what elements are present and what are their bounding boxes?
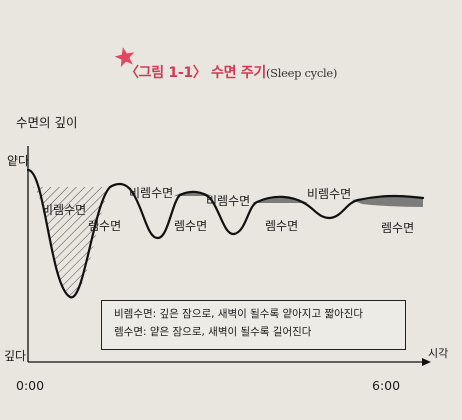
- sleep-curve: [26, 168, 425, 299]
- y-bottom-label: 깊다: [4, 349, 27, 363]
- rem-label-4: 렘수면: [381, 221, 415, 235]
- rem-label-3: 렘수면: [265, 219, 299, 233]
- nonrem-label-2: 비렘수면: [129, 186, 174, 200]
- nonrem-label-3: 비렘수면: [206, 194, 251, 208]
- legend-rem: 렘수면: 얕은 잠으로, 새벽이 될수록 길어진다: [114, 326, 312, 338]
- x-end-label: 6:00: [372, 378, 401, 393]
- rem-fill-4: [352, 196, 423, 207]
- rem-label-1: 렘수면: [88, 219, 122, 233]
- rem-label-2: 렘수면: [174, 219, 208, 233]
- figure-title: 〈그림 1-1〉 수면 주기(Sleep cycle): [0, 62, 462, 82]
- figure-title-korean: 〈그림 1-1〉 수면 주기: [124, 65, 266, 81]
- y-top-label: 얕다: [7, 154, 30, 168]
- legend-box: 비렘수면: 깊은 잠으로, 새벽이 될수록 얕아지고 짧아진다 렘수면: 얕은 …: [101, 300, 406, 350]
- legend-nonrem: 비렘수면: 깊은 잠으로, 새벽이 될수록 얕아지고 짧아진다: [114, 308, 364, 320]
- star-icon: [114, 47, 135, 68]
- nonrem-label-1: 비렘수면: [42, 203, 87, 217]
- x-start-label: 0:00: [16, 378, 45, 393]
- nonrem-label-4: 비렘수면: [307, 187, 352, 201]
- x-axis-label: 시각: [428, 347, 449, 360]
- x-axis-arrow: [422, 358, 431, 366]
- y-axis-label: 수면의 깊이: [16, 115, 78, 130]
- figure-title-english: (Sleep cycle): [265, 66, 338, 80]
- first-nonrem-hatch: [33, 187, 110, 297]
